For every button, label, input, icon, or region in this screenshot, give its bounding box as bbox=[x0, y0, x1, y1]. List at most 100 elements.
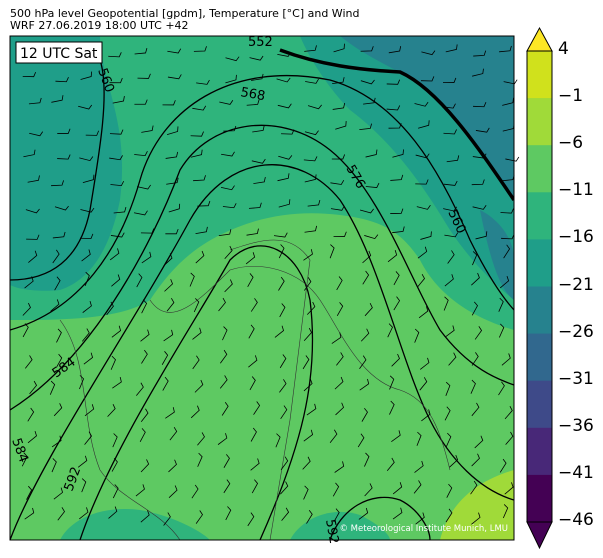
wind-barb bbox=[134, 99, 148, 105]
colorbar-tick-label: −41 bbox=[558, 462, 594, 483]
wind-barb bbox=[421, 409, 431, 422]
colorbar-tick-label: −21 bbox=[558, 274, 594, 295]
wind-barb bbox=[51, 180, 64, 187]
wind-barb bbox=[330, 205, 345, 211]
wind-barb bbox=[110, 355, 116, 370]
wind-barb bbox=[54, 276, 61, 291]
wind-barb bbox=[163, 253, 173, 266]
wind-barb bbox=[335, 121, 347, 130]
wind-barb bbox=[217, 433, 228, 445]
wind-barb bbox=[166, 126, 179, 136]
wind-barb bbox=[307, 104, 322, 110]
wind-barb bbox=[218, 229, 232, 237]
wind-barb bbox=[248, 355, 258, 368]
wind-barb bbox=[471, 179, 485, 186]
wind-barb bbox=[85, 130, 100, 136]
wind-barb bbox=[277, 51, 292, 57]
wind-barb bbox=[390, 208, 404, 214]
wind-barb bbox=[51, 435, 62, 448]
wind-barb bbox=[365, 149, 378, 158]
wind-barb bbox=[219, 100, 234, 105]
wind-barb bbox=[330, 179, 345, 185]
wind-barb bbox=[221, 151, 235, 157]
wind-barb bbox=[141, 299, 148, 314]
wind-barb bbox=[445, 508, 453, 523]
wind-barb bbox=[50, 299, 60, 312]
wind-barb bbox=[141, 125, 154, 133]
wind-barb bbox=[275, 433, 281, 448]
wind-barb bbox=[280, 481, 289, 495]
contour-label: 568 bbox=[239, 85, 266, 104]
wind-barb bbox=[393, 296, 401, 311]
wind-barb bbox=[473, 101, 487, 108]
colorbar-segment bbox=[527, 380, 552, 429]
wind-barb bbox=[140, 408, 149, 422]
wind-barb bbox=[472, 68, 484, 77]
wind-barb bbox=[54, 205, 69, 211]
wind-barb bbox=[140, 329, 150, 342]
wind-barb bbox=[111, 457, 118, 472]
wind-barb bbox=[225, 506, 232, 521]
colorbar-segment bbox=[527, 427, 552, 476]
wind-barb bbox=[222, 203, 237, 209]
wind-barb bbox=[364, 234, 379, 240]
wind-barb bbox=[419, 377, 428, 391]
wind-barb bbox=[165, 407, 175, 419]
colorbar bbox=[526, 26, 553, 550]
wind-barb bbox=[246, 228, 259, 236]
wind-barb bbox=[24, 507, 35, 520]
wind-barb bbox=[21, 452, 28, 467]
wind-barb bbox=[281, 129, 295, 135]
wind-barb bbox=[358, 507, 369, 520]
wind-barb bbox=[336, 302, 344, 316]
wind-barb bbox=[246, 99, 260, 106]
wind-barb bbox=[304, 45, 317, 52]
wind-barb bbox=[334, 461, 345, 473]
wind-barb bbox=[52, 249, 60, 264]
wind-barb bbox=[106, 301, 114, 316]
wind-barb bbox=[417, 246, 428, 259]
wind-barb bbox=[503, 244, 511, 259]
wind-barb bbox=[168, 203, 181, 213]
coastlines-borders bbox=[59, 239, 451, 540]
wind-barb bbox=[191, 484, 199, 499]
wind-barb bbox=[418, 306, 429, 319]
wind-barb bbox=[141, 349, 148, 364]
wind-barb bbox=[111, 325, 122, 338]
colorbar-extend-top bbox=[526, 26, 553, 52]
wind-barb bbox=[110, 180, 125, 187]
wind-barb bbox=[498, 297, 504, 312]
wind-barb bbox=[303, 378, 313, 392]
wind-barb bbox=[135, 484, 145, 497]
wind-barb bbox=[49, 380, 56, 395]
wind-barb bbox=[442, 103, 456, 109]
wind-barb bbox=[498, 323, 505, 338]
wind-barb bbox=[276, 77, 291, 83]
wind-barb bbox=[251, 73, 264, 81]
wind-barb bbox=[225, 56, 240, 62]
wind-barb bbox=[448, 352, 457, 366]
wind-barb bbox=[359, 208, 374, 214]
wind-barb bbox=[22, 302, 31, 316]
wind-barb bbox=[303, 429, 314, 442]
wind-barb bbox=[472, 251, 478, 266]
wind-barb bbox=[444, 232, 459, 238]
wind-barb bbox=[163, 512, 171, 526]
wind-barb bbox=[443, 180, 458, 186]
wind-barb bbox=[136, 273, 143, 288]
wind-barb bbox=[302, 355, 310, 370]
wind-barb bbox=[474, 326, 483, 340]
wind-barb bbox=[445, 325, 455, 338]
wind-barb bbox=[501, 234, 515, 240]
time-label-box bbox=[15, 41, 103, 64]
wind-barb bbox=[334, 376, 344, 390]
wind-barb bbox=[111, 274, 121, 287]
wind-barb bbox=[359, 123, 372, 130]
wind-barb bbox=[161, 351, 169, 365]
wind-barb bbox=[109, 248, 120, 261]
wind-barb bbox=[357, 433, 365, 448]
wind-barb bbox=[443, 296, 449, 311]
wind-barb bbox=[471, 402, 480, 417]
wind-barb bbox=[281, 507, 290, 521]
